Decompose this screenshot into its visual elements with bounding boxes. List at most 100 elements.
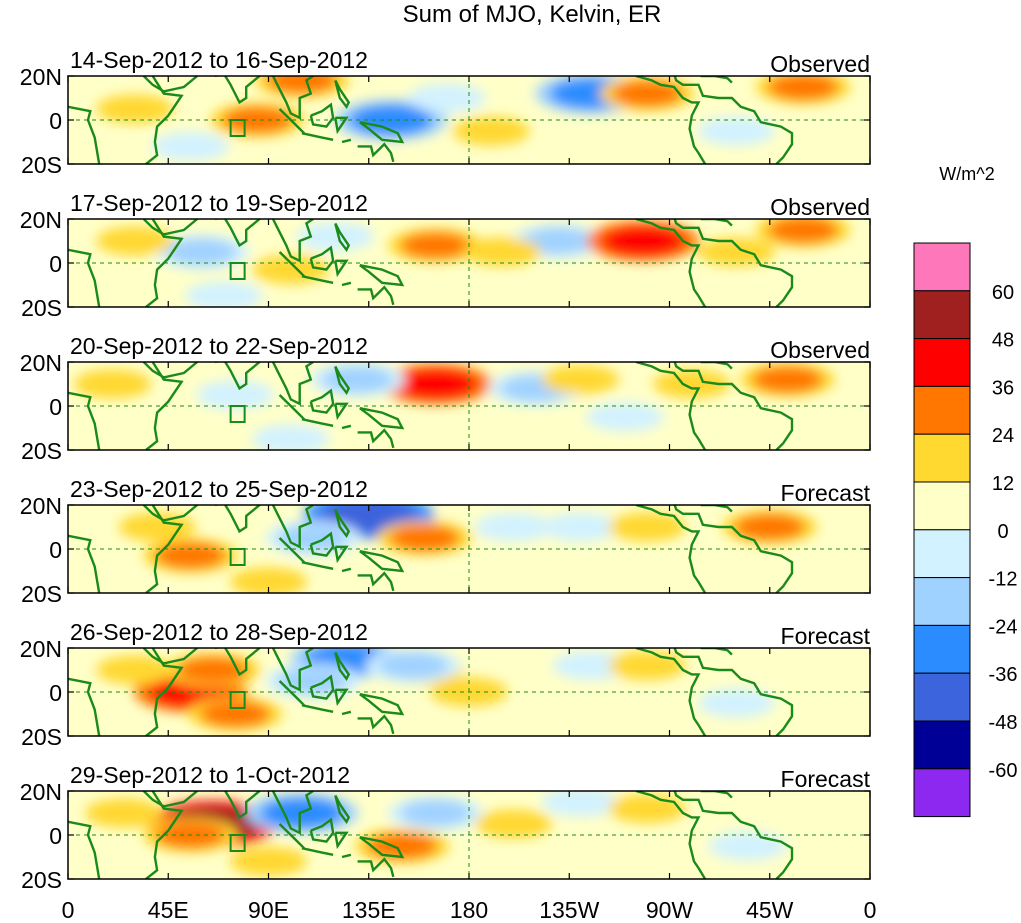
coastline xyxy=(700,219,733,227)
colorbar-swatch xyxy=(913,624,971,674)
coastline xyxy=(145,76,184,164)
field-blob xyxy=(600,225,685,257)
coastline xyxy=(301,561,334,570)
field-blob xyxy=(106,658,164,682)
colorbar-level-label: 60 xyxy=(992,282,1014,304)
panel-kind-label: Observed xyxy=(770,337,870,363)
coastline xyxy=(334,794,351,825)
coastline xyxy=(359,264,405,287)
field-blob xyxy=(262,258,320,281)
colorbar-swatch xyxy=(913,242,971,292)
coastline xyxy=(309,388,335,414)
colorbar-level-label: -36 xyxy=(989,664,1018,686)
field-blob xyxy=(562,654,621,677)
colorbar-units-label: W/m^2 xyxy=(939,164,994,184)
field-blob xyxy=(752,366,823,393)
panel-4: 20N 0 20S 23-Sep-2012 to 25-Sep-2012 Forecas… xyxy=(20,476,871,607)
field-blob xyxy=(366,832,438,860)
field-blob xyxy=(767,219,839,244)
coastline xyxy=(334,688,349,707)
colorbar-swatch xyxy=(913,385,971,435)
coastline xyxy=(145,219,184,307)
y-tick-label: 20S xyxy=(21,295,62,321)
coastline xyxy=(341,281,352,287)
field-blob xyxy=(618,515,676,539)
field-blob xyxy=(522,227,594,255)
field-blob xyxy=(707,240,765,264)
panel-kind-label: Observed xyxy=(770,194,870,220)
coastline xyxy=(271,648,314,692)
panel-3: 20N 0 20S 20-Sep-2012 to 22-Sep-2012 Observe… xyxy=(20,333,871,464)
field-blob xyxy=(322,366,393,393)
colorbar-swatch xyxy=(913,529,971,579)
field-blob xyxy=(239,570,298,593)
panel-6: 20N 0 20S 29-Sep-2012 to 1-Oct-2012 Forecast xyxy=(20,762,871,893)
field-blob xyxy=(393,368,478,400)
coastline xyxy=(357,142,395,163)
y-tick-label: 20N xyxy=(20,350,62,376)
colorbar-level-label: 0 xyxy=(997,521,1008,543)
y-tick-label: 20N xyxy=(20,493,62,519)
field-blob xyxy=(177,656,249,684)
coastline xyxy=(341,424,352,430)
x-tick-label: 135E xyxy=(342,897,396,923)
coastline xyxy=(359,550,405,573)
y-tick-label: 0 xyxy=(49,108,62,134)
coastline xyxy=(673,648,794,736)
panel-kind-label: Forecast xyxy=(781,623,871,649)
field-blob xyxy=(473,240,532,264)
coastline xyxy=(145,791,184,879)
chart-title: Sum of MJO, Kelvin, ER xyxy=(403,1,662,28)
coastline xyxy=(215,505,261,534)
coastline xyxy=(357,571,395,592)
field-blob xyxy=(389,524,460,552)
panel-period-label: 23-Sep-2012 to 25-Sep-2012 xyxy=(70,476,368,502)
y-tick-label: 0 xyxy=(49,823,62,849)
coastline xyxy=(359,407,405,430)
coastline xyxy=(635,648,707,736)
coastline xyxy=(145,362,184,450)
coastline xyxy=(145,505,184,593)
x-tick-label: 135W xyxy=(539,897,599,923)
coastline xyxy=(278,108,305,135)
field-blob xyxy=(400,799,471,827)
coastline xyxy=(271,362,314,406)
colorbar-swatch xyxy=(913,433,971,483)
coastline xyxy=(334,365,351,396)
field-blob xyxy=(734,513,805,541)
field-blob xyxy=(707,119,765,143)
coastline xyxy=(271,219,314,263)
y-tick-label: 20N xyxy=(20,207,62,233)
coastline xyxy=(673,76,794,164)
coastline xyxy=(357,714,395,735)
field-blob xyxy=(161,135,220,158)
colorbar-level-label: 48 xyxy=(992,330,1014,352)
field-blob xyxy=(400,232,471,259)
coastline xyxy=(215,76,261,105)
field-blob xyxy=(106,97,164,121)
coastline xyxy=(142,362,198,379)
colorbar-swatch xyxy=(913,481,971,531)
colorbar-level-label: -12 xyxy=(989,569,1018,591)
panel-period-label: 14-Sep-2012 to 16-Sep-2012 xyxy=(70,47,368,73)
coastline xyxy=(309,531,335,557)
coastline xyxy=(700,648,733,656)
field-blob xyxy=(378,652,449,679)
coastline xyxy=(278,251,305,278)
coastline xyxy=(635,219,707,307)
coastline xyxy=(301,704,334,713)
coastline xyxy=(334,259,349,278)
x-tick-label: 90E xyxy=(248,897,289,923)
coastline xyxy=(278,394,305,421)
y-tick-label: 20N xyxy=(20,779,62,805)
field-blob xyxy=(462,119,520,143)
coastline xyxy=(700,76,733,84)
coastline xyxy=(635,76,707,164)
panel-kind-label: Observed xyxy=(770,51,870,77)
field-blob xyxy=(618,654,676,677)
colorbar-swatch xyxy=(913,672,971,722)
coastline xyxy=(271,791,314,835)
coastline xyxy=(334,651,351,682)
field-blob xyxy=(199,700,271,728)
x-tick-label: 45W xyxy=(746,897,794,923)
